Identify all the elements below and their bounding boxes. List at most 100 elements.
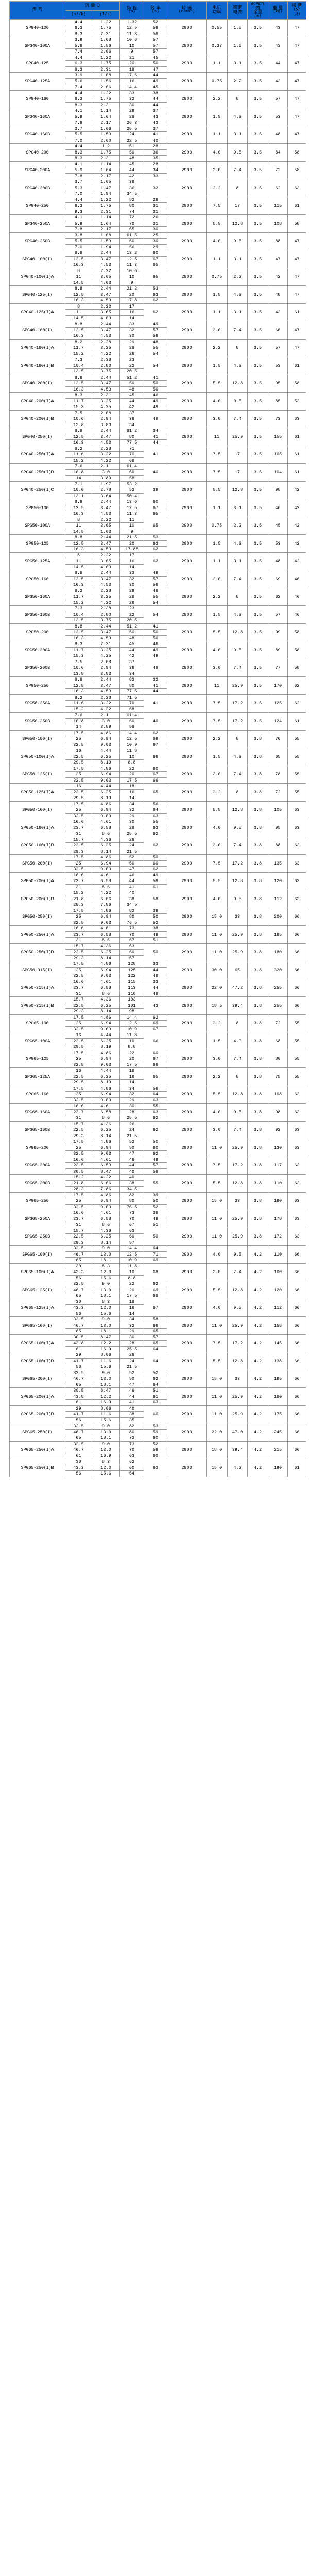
cell-efficiency: 64 (144, 1346, 168, 1353)
cell-h: 12.5 (119, 736, 145, 742)
table-row: 43.312.01068 (10, 1269, 306, 1276)
cell-h: 76.5 (119, 1204, 145, 1211)
cell-q2: 6.94 (91, 1056, 121, 1062)
cell-q1: 11.7 (65, 398, 92, 405)
cell-noise: 66 (287, 1245, 307, 1264)
cell-q1: 8.3 (65, 641, 92, 648)
cell-efficiency: 65 (144, 1067, 168, 1086)
cell-h: 34 (119, 421, 145, 429)
table-row: SPG40-125(I)A 8 2.22 17 62 2900 1.1 3.1 3.5 43 61 (9, 303, 307, 322)
cell-weight: 53 (268, 357, 288, 375)
cell-q1: 17.5 (65, 801, 92, 808)
cell-motor-power: 11.0 (206, 1139, 228, 1157)
cell-q1: 32.5 (65, 777, 92, 784)
cell-q2: 18.1 (91, 1257, 121, 1264)
cell-q1: 3.9 (65, 37, 92, 43)
cell-weight: 98 (268, 481, 288, 500)
cell-efficiency: 65 (144, 511, 168, 517)
cell-h: 40 (119, 890, 145, 896)
cell-q2: 4.03 (91, 315, 121, 322)
cell-rated-current: 8 (227, 1014, 248, 1033)
cell-h: 11.3 (119, 30, 145, 38)
table-row: 14.5 4.03 9 (10, 279, 306, 286)
cell-q1: 46.7 (65, 1286, 92, 1294)
cell-weight: 320 (268, 961, 288, 979)
cell-weight: 255 (268, 996, 288, 1015)
cell-q1: 32.5 (65, 1150, 92, 1157)
cell-q2: 2.22 (91, 516, 121, 523)
cell-h: 11.3 (119, 262, 145, 268)
cell-q2: 6.25 (91, 1127, 121, 1133)
cell-q1: 17.5 (65, 1014, 92, 1021)
cell-weight: 43 (268, 19, 288, 38)
cell-q1: 16.6 (65, 978, 92, 986)
cell-q1: 65 (65, 1328, 92, 1335)
cell-h: 32 (119, 96, 145, 103)
cell-npsh: 3.8 (247, 1121, 269, 1140)
cell-q2: 2.28 (91, 694, 121, 701)
table-row: 21.86.063858 (10, 895, 306, 903)
cell-model: SPG40-250(I) (9, 428, 65, 446)
cell-h: 50 (119, 380, 145, 387)
cell-rated-current: 33 (227, 1192, 248, 1211)
cell-noise: 42 (287, 499, 307, 517)
table-row: SPG40-100(I) 8.8 2.44 13.2 60 2900 1.1 3.1 3.5 47… (9, 250, 307, 268)
table-row: SPG50-160 8.8 2.44 33 49 2900 3.0 7.4 3.5 69 46 (9, 570, 307, 588)
cell-q1: 12.5 (65, 504, 92, 512)
cell-efficiency: 67 (144, 741, 168, 749)
cell-q2: 8.6 (91, 1222, 121, 1228)
cell-q1: 7.1 (65, 481, 92, 488)
cell-rated-current: 7.4 (227, 836, 248, 855)
cell-efficiency: 50 (144, 635, 168, 642)
cell-weight: 88 (268, 836, 288, 855)
cell-model: SPG40-200 (9, 143, 65, 162)
cell-model: SPG50-100A (9, 516, 65, 535)
cell-h: 44 (119, 167, 145, 174)
cell-motor-power: 4.0 (206, 890, 228, 908)
table-row: 23.7 6.58 28 63 (10, 1109, 306, 1116)
cell-motor-power: 3.0 (206, 570, 228, 588)
cell-motor-power: 3.0 (206, 765, 228, 784)
header-rated-current: 额定 电流 (227, 1, 248, 20)
cell-q2: 16.9 (91, 1399, 121, 1406)
cell-weight: 53 (268, 534, 288, 553)
cell-npsh: 3.5 (247, 285, 269, 304)
table-row: 56 15.6 21.5 (10, 1364, 306, 1370)
cell-rated-current: 25.9 (227, 925, 248, 944)
cell-npsh: 4.2 (247, 1459, 269, 1477)
cell-h: 11.8 (119, 1263, 145, 1270)
table-row: SPG50-250(I) 17.5 4.86 82 39 2900 15.0 33 3.8 200… (9, 907, 307, 926)
header-flow-group: 流 量 Q (64, 1, 121, 11)
table-row: SPG50-125(I) 17.5 4.86 22 60 2900 3.0 7.4 3.8 78 5… (9, 765, 307, 784)
cell-motor-power: 15.0 (206, 1369, 228, 1388)
cell-rated-current: 4.3 (227, 285, 248, 304)
cell-q1: 28.3 (65, 1186, 92, 1193)
cell-noise: 61 (287, 303, 307, 322)
cell-motor-power: 2.2 (206, 730, 228, 749)
cell-h: 50 (119, 1144, 145, 1151)
cell-weight: 125 (268, 694, 288, 713)
cell-h: 11.3 (119, 511, 145, 517)
cell-npsh: 3.8 (247, 872, 269, 891)
cell-q2: 6.06 (91, 895, 121, 903)
cell-npsh: 3.8 (247, 1192, 269, 1211)
cell-npsh: 3.5 (247, 516, 269, 535)
cell-q2: 4.36 (91, 836, 121, 843)
cell-h: 63 (119, 943, 145, 950)
cell-q2: 1.03 (91, 528, 121, 535)
cell-rated-current: 2.2 (227, 516, 248, 535)
table-row: 43.312.06063 (10, 1464, 306, 1471)
cell-q1: 17.5 (65, 765, 92, 772)
cell-motor-power: 5.5 (206, 872, 228, 891)
table-row: 43.312.01667 (10, 1304, 306, 1311)
cell-h: 8.8 (119, 759, 145, 766)
cell-noise: 61 (287, 445, 307, 464)
cell-efficiency: 56 (144, 1085, 168, 1092)
cell-noise: 42 (287, 481, 307, 500)
cell-efficiency: 56 (144, 333, 168, 340)
cell-weight: 57 (268, 338, 288, 358)
cell-weight: 84 (268, 143, 288, 162)
cell-motor-power: 4.0 (206, 1103, 228, 1122)
cell-q1: 8.8 (65, 570, 92, 577)
cell-h: 80 (119, 913, 145, 920)
